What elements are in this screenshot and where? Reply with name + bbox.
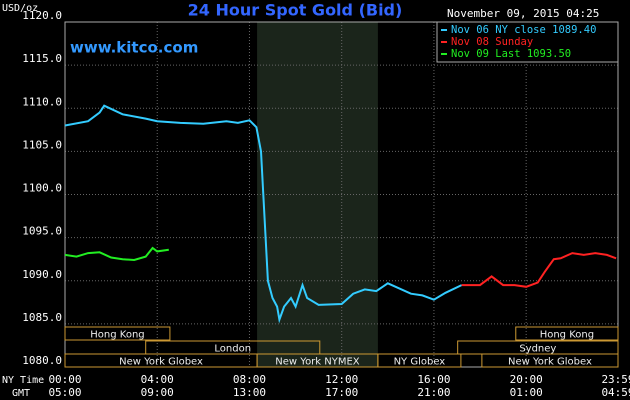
x2-tick-label: 05:00 — [48, 386, 81, 399]
x2-tick-label: 09:00 — [141, 386, 174, 399]
session-label: New York Globex — [119, 357, 203, 368]
y-tick-label: 1090.0 — [22, 268, 62, 281]
series-line — [64, 246, 169, 262]
session-label: Hong Kong — [540, 330, 594, 341]
x-tick-label: 23:59 — [601, 373, 630, 386]
legend-box — [436, 21, 619, 63]
session-label: New York NYMEX — [275, 357, 360, 368]
session-box — [64, 326, 171, 341]
y-tick-label: 1100.0 — [22, 182, 62, 195]
x-row-label: NY Time — [2, 375, 44, 386]
x-tick-label: 04:00 — [141, 373, 174, 386]
y-tick-label: 1080.0 — [22, 354, 62, 367]
series-line — [461, 252, 617, 288]
y-tick-label: 1110.0 — [22, 95, 62, 108]
watermark: www.kitco.com — [70, 39, 198, 57]
session-box — [481, 353, 619, 368]
y-tick-label: 1115.0 — [22, 52, 62, 65]
y-tick-label: 1085.0 — [22, 311, 62, 324]
x2-tick-label: 21:00 — [417, 386, 450, 399]
x2-tick-label: 01:00 — [510, 386, 543, 399]
session-label: NY Globex — [394, 357, 446, 368]
x-tick-label: 08:00 — [233, 373, 266, 386]
timestamp: November 09, 2015 04:25 — [447, 7, 599, 20]
x2-tick-label: 13:00 — [233, 386, 266, 399]
x-tick-label: 00:00 — [48, 373, 81, 386]
y-tick-label: 1095.0 — [22, 225, 62, 238]
session-box — [377, 353, 462, 368]
x2-tick-label: 04:59 — [601, 386, 630, 399]
series-line — [64, 104, 463, 324]
session-label: Sydney — [519, 344, 556, 355]
x2-tick-label: 17:00 — [325, 386, 358, 399]
session-box — [515, 326, 619, 341]
session-label: Hong Kong — [90, 330, 144, 341]
y-axis-label: USD/oz — [2, 3, 38, 14]
legend-label: Nov 08 Sunday — [451, 36, 533, 48]
x-tick-label: 20:00 — [510, 373, 543, 386]
x-tick-label: 12:00 — [325, 373, 358, 386]
chart-title: 24 Hour Spot Gold (Bid) — [188, 1, 403, 20]
y-tick-label: 1120.0 — [22, 9, 62, 22]
x2-row-label: GMT — [12, 388, 30, 399]
y-tick-label: 1105.0 — [22, 138, 62, 151]
session-label: London — [214, 344, 251, 355]
legend-label: Nov 06 NY close 1089.40 — [451, 24, 596, 36]
legend-label: Nov 09 Last 1093.50 — [451, 48, 571, 60]
session-label: New York Globex — [508, 357, 592, 368]
x-tick-label: 16:00 — [417, 373, 450, 386]
